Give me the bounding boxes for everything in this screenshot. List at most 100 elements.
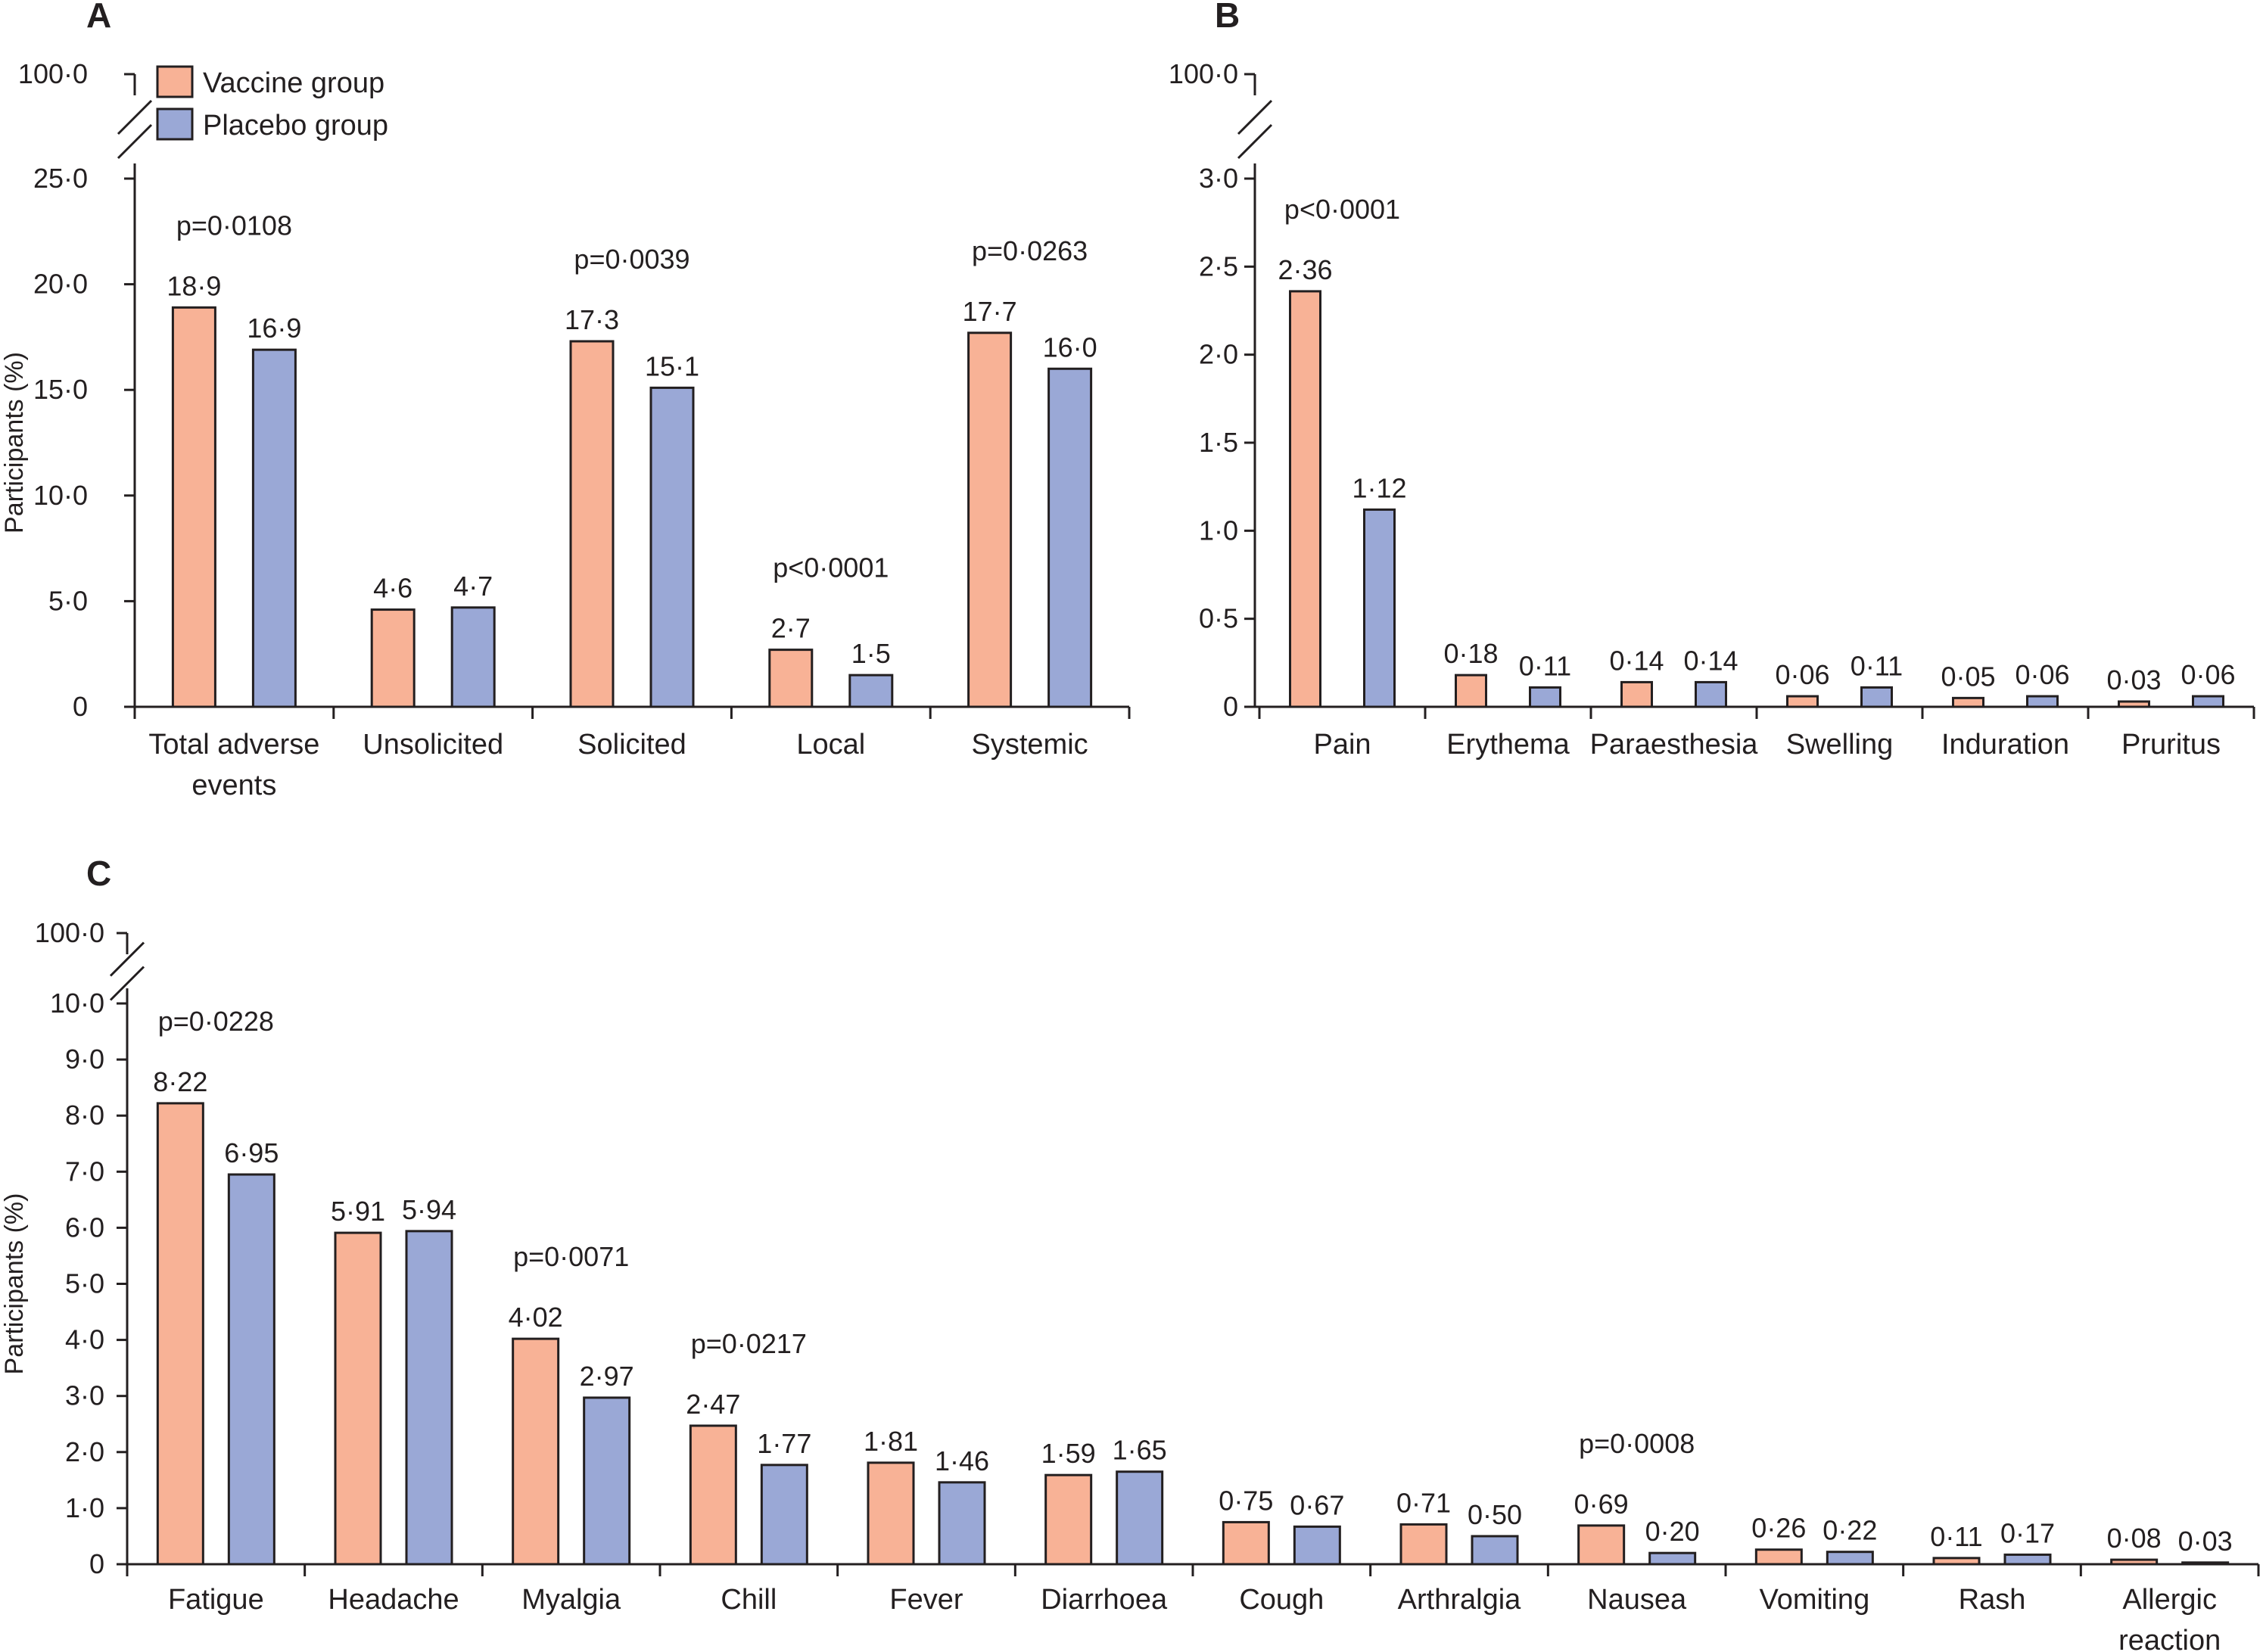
panel-c-y-axis-title: Participants (%) bbox=[0, 1193, 29, 1375]
y-tick-label: 5·0 bbox=[65, 1268, 104, 1299]
p-value-annotation: p=0·0039 bbox=[574, 244, 689, 275]
legend-swatch-placebo bbox=[156, 107, 194, 141]
legend-swatch-vaccine bbox=[156, 65, 194, 98]
bar-vaccine bbox=[867, 1461, 915, 1566]
x-category-label: Local bbox=[796, 729, 865, 761]
legend-label-vaccine: Vaccine group bbox=[203, 67, 384, 99]
x-category-label: Myalgia bbox=[521, 1584, 621, 1616]
bar-placebo bbox=[2026, 695, 2059, 708]
y-break-tick-label: 100·0 bbox=[18, 58, 88, 89]
x-category-label: Chill bbox=[721, 1584, 777, 1616]
bar-placebo bbox=[1860, 686, 1893, 708]
x-category-label: Nausea bbox=[1587, 1584, 1687, 1616]
value-label-placebo: 4·7 bbox=[453, 571, 493, 602]
x-category-label: events bbox=[191, 770, 276, 801]
bar-placebo bbox=[1695, 680, 1727, 708]
y-tick-label: 9·0 bbox=[65, 1044, 104, 1075]
x-category-label: Solicited bbox=[577, 729, 686, 761]
bar-vaccine bbox=[768, 649, 814, 708]
bar-vaccine bbox=[1222, 1520, 1270, 1566]
panel-c-letter: C bbox=[86, 854, 111, 893]
value-label-vaccine: 0·71 bbox=[1396, 1487, 1451, 1518]
panel-a-axis-break bbox=[117, 99, 153, 135]
x-category-label: Unsolicited bbox=[363, 729, 503, 761]
panel-b-letter: B bbox=[1215, 0, 1240, 35]
legend-label-placebo: Placebo group bbox=[203, 110, 388, 142]
value-label-placebo: 0·06 bbox=[2015, 659, 2069, 690]
value-label-placebo: 1·12 bbox=[1352, 472, 1406, 503]
panel-c-axis-break bbox=[109, 941, 145, 977]
bar-vaccine bbox=[1399, 1523, 1448, 1566]
panel-a-y-axis-title: Participants (%) bbox=[0, 352, 29, 534]
y-tick-label: 2·5 bbox=[1199, 250, 1238, 282]
value-label-placebo: 0·22 bbox=[1823, 1515, 1877, 1546]
y-tick-label: 7·0 bbox=[65, 1156, 104, 1187]
bar-placebo bbox=[450, 606, 496, 708]
bar-placebo bbox=[2181, 1561, 2230, 1566]
value-label-vaccine: 1·81 bbox=[864, 1426, 918, 1457]
p-value-annotation: p=0·0071 bbox=[513, 1241, 629, 1272]
bar-vaccine bbox=[569, 340, 615, 708]
value-label-placebo: 0·50 bbox=[1468, 1499, 1522, 1530]
y-tick-label: 4·0 bbox=[65, 1324, 104, 1355]
bar-vaccine bbox=[1044, 1473, 1093, 1566]
y-tick-label: 10·0 bbox=[33, 480, 88, 511]
bar-placebo bbox=[1471, 1535, 1519, 1566]
y-tick-label: 5·0 bbox=[48, 585, 88, 616]
x-category-label: reaction bbox=[2118, 1625, 2221, 1652]
value-label-vaccine: 4·02 bbox=[509, 1302, 563, 1333]
y-tick-label: 0 bbox=[73, 691, 88, 722]
panel-a-chart: A 0 5·0 10·0 15·0 20·0 25·0 100·0 Participants (… bbox=[0, 0, 1131, 801]
panel-a-letter: A bbox=[86, 0, 111, 35]
value-label-placebo: 16·9 bbox=[247, 313, 301, 344]
value-label-placebo: 0·14 bbox=[1683, 645, 1738, 676]
bar-placebo bbox=[1116, 1470, 1164, 1566]
x-category-label: Induration bbox=[1941, 729, 2069, 761]
bar-placebo bbox=[1293, 1525, 1341, 1566]
p-value-annotation: p=0·0008 bbox=[1579, 1428, 1695, 1459]
value-label-placebo: 15·1 bbox=[645, 350, 699, 381]
x-category-label: Fatigue bbox=[168, 1584, 264, 1616]
bar-vaccine bbox=[512, 1337, 560, 1566]
value-label-vaccine: 0·05 bbox=[1941, 661, 1995, 692]
panel-c-chart: C 0 1·0 2·0 3·0 4·0 5·0 6·0 7·0 8·0 9·0 10·0 100·0 Pa… bbox=[0, 854, 2260, 1652]
value-label-vaccine: 2·47 bbox=[686, 1389, 740, 1420]
value-label-vaccine: 0·08 bbox=[2107, 1523, 2162, 1554]
bar-placebo bbox=[2192, 695, 2224, 708]
p-value-annotation: p=0·0263 bbox=[972, 235, 1088, 266]
bar-vaccine bbox=[334, 1231, 382, 1566]
bar-placebo bbox=[1047, 367, 1093, 708]
bar-placebo bbox=[251, 348, 297, 708]
panel-b-axis-break bbox=[1237, 99, 1273, 135]
bar-vaccine bbox=[1289, 290, 1321, 708]
value-label-placebo: 6·95 bbox=[224, 1137, 279, 1168]
value-label-placebo: 1·65 bbox=[1113, 1435, 1167, 1466]
value-label-vaccine: 0·03 bbox=[2106, 664, 2161, 695]
x-category-label: Headache bbox=[328, 1584, 459, 1616]
y-tick-label: 1·0 bbox=[1199, 515, 1238, 546]
value-label-vaccine: 0·14 bbox=[1609, 645, 1664, 676]
x-category-label: Vomiting bbox=[1759, 1584, 1869, 1616]
value-label-vaccine: 18·9 bbox=[167, 270, 221, 301]
bar-vaccine bbox=[1932, 1557, 1981, 1566]
x-category-label: Rash bbox=[1959, 1584, 2026, 1616]
value-label-placebo: 1·77 bbox=[757, 1428, 811, 1459]
p-value-annotation: p=0·0228 bbox=[158, 1006, 274, 1037]
y-tick-label: 3·0 bbox=[1199, 163, 1238, 194]
bar-vaccine bbox=[171, 306, 216, 708]
bar-vaccine bbox=[1952, 696, 1984, 708]
bar-vaccine bbox=[967, 331, 1013, 708]
value-label-placebo: 0·17 bbox=[2000, 1517, 2055, 1548]
x-category-label: Arthralgia bbox=[1398, 1584, 1521, 1616]
value-label-placebo: 1·5 bbox=[851, 638, 891, 669]
y-break-tick-label: 100·0 bbox=[35, 917, 104, 948]
bar-placebo bbox=[1529, 686, 1561, 708]
bar-vaccine bbox=[689, 1424, 737, 1566]
bar-placebo bbox=[649, 386, 695, 708]
value-label-vaccine: 0·26 bbox=[1751, 1513, 1806, 1544]
value-label-placebo: 0·03 bbox=[2178, 1526, 2233, 1557]
bar-vaccine bbox=[1754, 1548, 1803, 1566]
value-label-placebo: 0·67 bbox=[1290, 1489, 1344, 1520]
bar-placebo bbox=[1363, 508, 1396, 708]
value-label-vaccine: 0·06 bbox=[1775, 659, 1829, 690]
